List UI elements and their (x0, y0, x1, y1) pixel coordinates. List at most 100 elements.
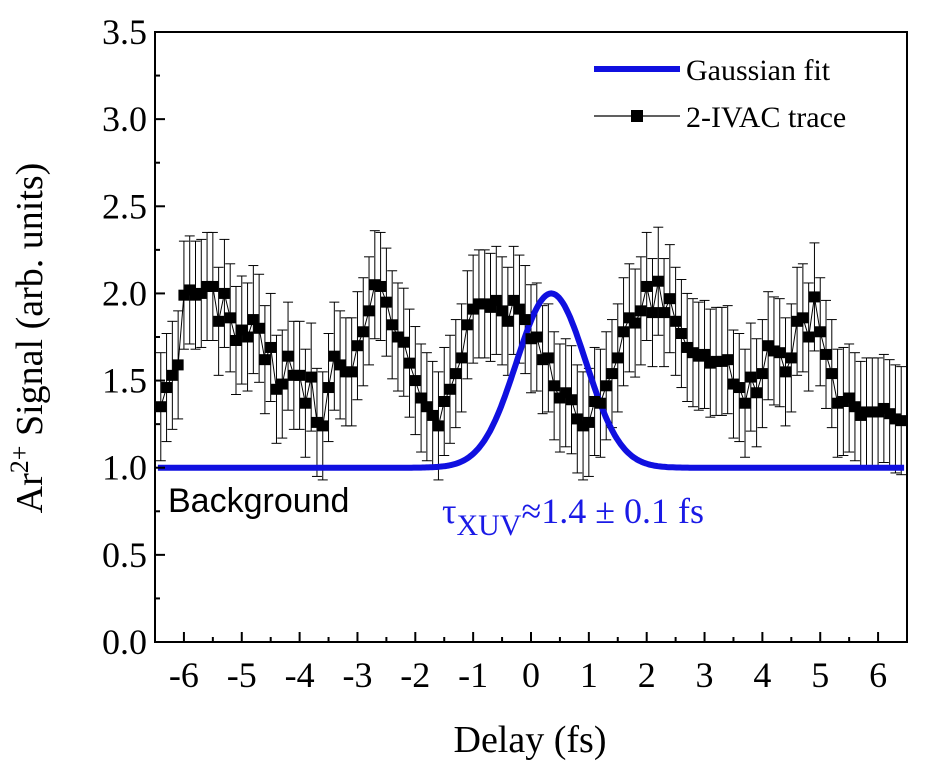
trace-point (392, 331, 404, 343)
y-axis-title-superscript: 2+ (5, 446, 34, 474)
y-tick-label: 1.0 (102, 448, 147, 488)
legend-trace-swatch-marker (631, 110, 643, 122)
trace-point (675, 328, 687, 340)
x-tick-label: -3 (342, 655, 372, 695)
trace-point (762, 340, 774, 352)
trace-point (247, 314, 259, 326)
x-tick-label: -2 (400, 655, 430, 695)
trace-point (357, 326, 369, 338)
trace-point (774, 347, 786, 359)
trace-point (213, 315, 225, 327)
trace-point (230, 334, 242, 346)
trace-point (432, 420, 444, 432)
trace-point (508, 294, 520, 306)
trace-point (560, 387, 572, 399)
trace-point (461, 319, 473, 331)
trace-point (380, 296, 392, 308)
trace-point (450, 368, 462, 380)
legend-fit-label: Gaussian fit (686, 54, 831, 87)
trace-point (785, 352, 797, 364)
trace-point (404, 357, 416, 369)
trace-point (207, 280, 219, 292)
trace-point (681, 341, 693, 353)
trace-point (646, 307, 658, 319)
trace-point (866, 406, 878, 418)
trace-point (189, 289, 201, 301)
tau-symbol: τ (442, 491, 456, 531)
trace-point (479, 298, 491, 310)
x-tick-label: -4 (285, 655, 315, 695)
trace-point (727, 378, 739, 390)
trace-point (438, 395, 450, 407)
trace-point (658, 307, 670, 319)
trace-point (363, 305, 375, 317)
x-tick-label: 2 (638, 655, 656, 695)
trace-point (797, 312, 809, 324)
trace-point (294, 369, 306, 381)
gaussian-fit-group (156, 290, 906, 471)
trace-point (872, 406, 884, 418)
trace-point (513, 303, 525, 315)
trace-point (161, 382, 173, 394)
trace-point (444, 383, 456, 395)
trace-point (369, 279, 381, 291)
y-axis-title-main: Ar (9, 473, 51, 513)
trace-point (820, 348, 832, 360)
trace-point (259, 354, 271, 366)
trace-point (832, 397, 844, 409)
trace-point (201, 280, 213, 292)
trace-point (485, 301, 497, 313)
legend-trace-label: 2-IVAC trace (686, 101, 846, 134)
trace-point (768, 345, 780, 357)
trace-point (195, 287, 207, 299)
x-tick-label: 4 (753, 655, 771, 695)
trace-point (855, 409, 867, 421)
trace-point (299, 397, 311, 409)
trace-point (635, 305, 647, 317)
trace-point (456, 352, 468, 364)
trace-point (756, 368, 768, 380)
trace-point (155, 401, 167, 413)
trace-point (166, 369, 178, 381)
trace-point (687, 347, 699, 359)
y-axis-title-rest: Signal (arb. units) (9, 163, 51, 446)
trace-point (745, 371, 757, 383)
trace-point (409, 375, 421, 387)
tick-labels-group: 0.0 0.5 1.0 1.5 2.0 2.5 3.0 3.5 -6 -5 -4 -3 -2 -1 0 1 2 3… (102, 12, 887, 695)
trace-point (172, 359, 184, 371)
x-tick-label: -5 (227, 655, 257, 695)
trace-point (843, 392, 855, 404)
trace-point (340, 366, 352, 378)
trace-point (317, 420, 329, 432)
trace-point (415, 392, 427, 404)
tau-subscript: XUV (456, 509, 521, 542)
trace-point (571, 413, 583, 425)
trace-point (328, 350, 340, 362)
trace-markers-group (155, 275, 907, 432)
x-tick-label: -1 (458, 655, 488, 695)
trace-point (421, 401, 433, 413)
trace-point (282, 350, 294, 362)
trace-point (751, 387, 763, 399)
trace-point (467, 303, 479, 315)
trace-point (351, 340, 363, 352)
y-tick-label: 1.5 (102, 361, 147, 401)
trace-point (895, 415, 907, 427)
trace-point (849, 401, 861, 413)
trace-point (305, 371, 317, 383)
trace-point (594, 397, 606, 409)
trace-point (861, 406, 873, 418)
trace-point (652, 275, 664, 287)
trace-point (224, 312, 236, 324)
tau-value: ≈1.4 ± 0.1 fs (521, 491, 704, 531)
trace-point (884, 408, 896, 420)
trace-point (606, 368, 618, 380)
trace-point (699, 348, 711, 360)
trace-point (791, 315, 803, 327)
y-axis-title: Ar2+ Signal (arb. units) (5, 163, 51, 514)
trace-point (427, 409, 439, 421)
trace-point (664, 293, 676, 305)
x-tick-label: 5 (811, 655, 829, 695)
x-tick-label: 1 (580, 655, 598, 695)
